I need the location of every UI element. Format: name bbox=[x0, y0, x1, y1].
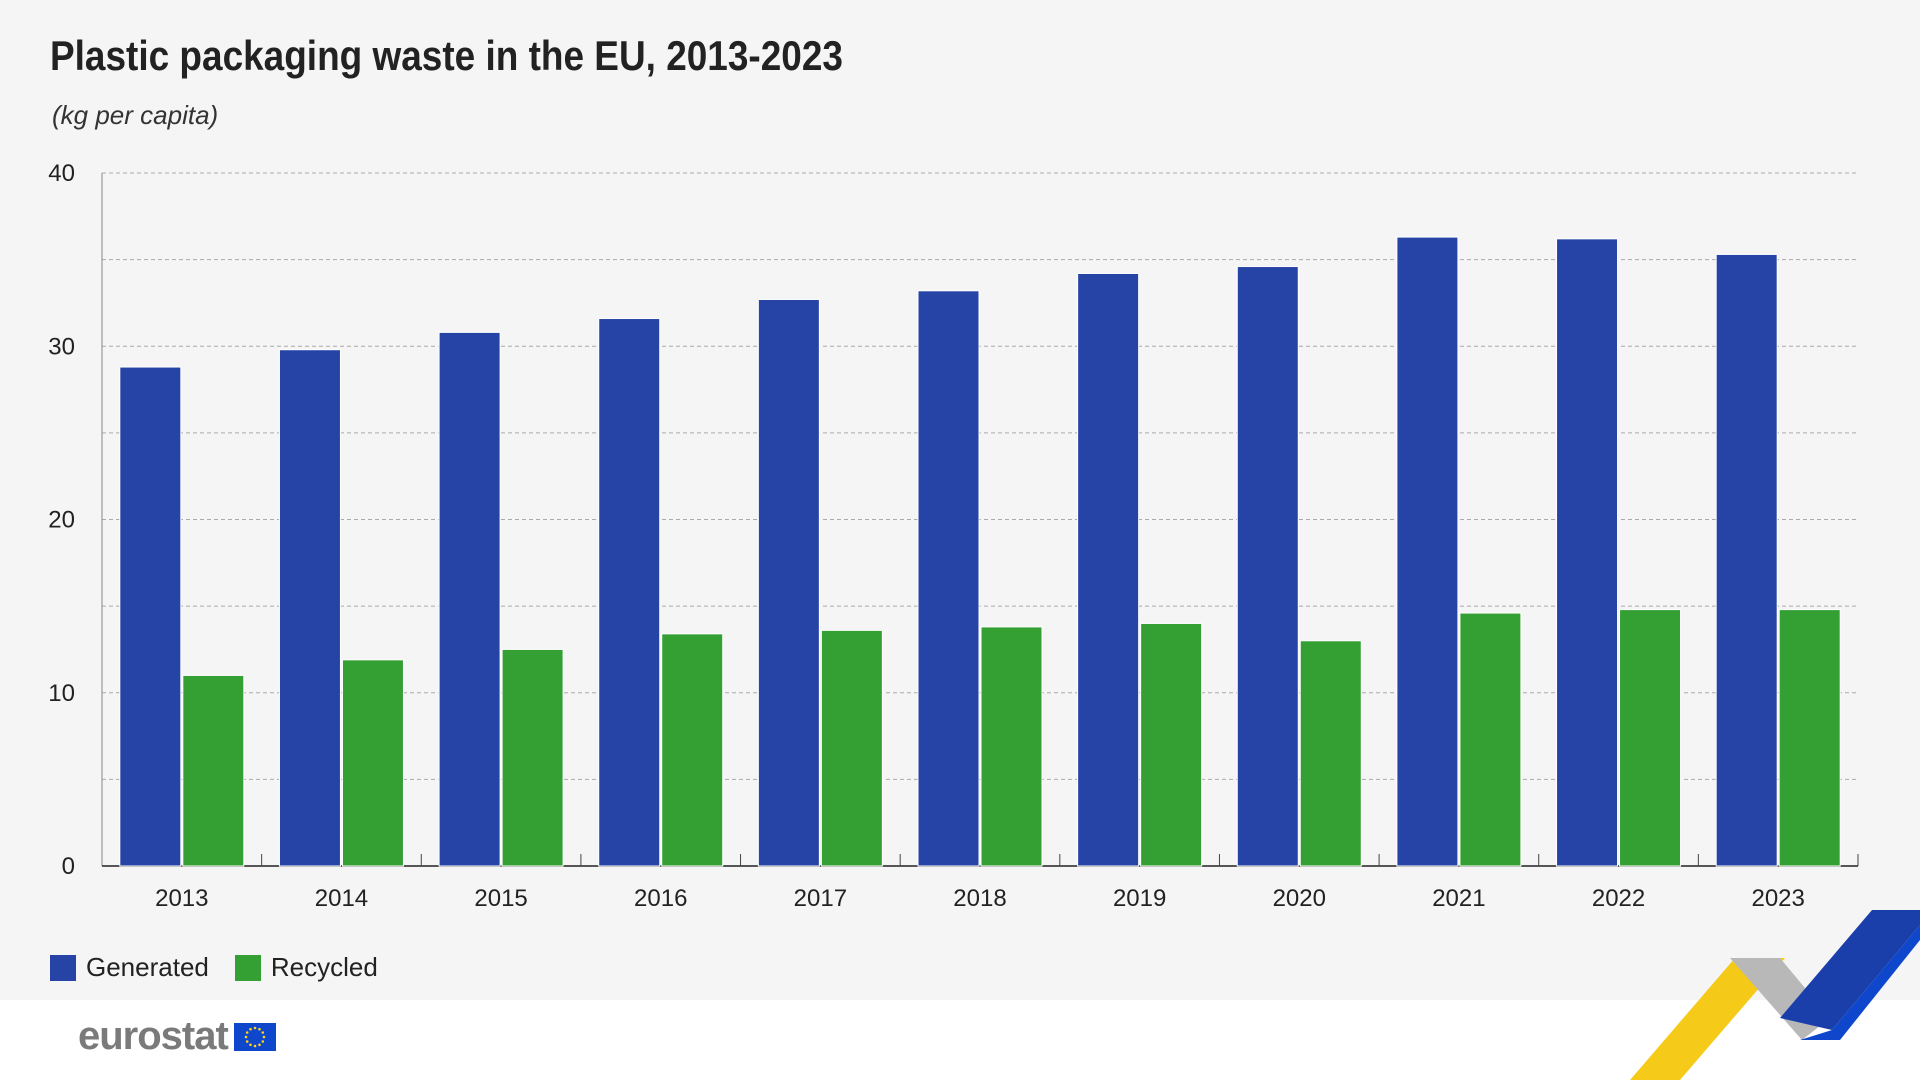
flag-star bbox=[244, 1035, 248, 1038]
bar-chart: 0 10 20 30 40 2013 2014 2015 2016 2017 2018 2019 202… bbox=[48, 160, 1859, 912]
eu-flag-icon bbox=[233, 1022, 276, 1051]
bar-generated-2013 bbox=[119, 366, 182, 867]
flag-star bbox=[245, 1039, 249, 1043]
legend-label: Recycled bbox=[270, 952, 378, 982]
x-tick-label: 2014 bbox=[315, 885, 368, 912]
y-tick-label: 0 bbox=[62, 853, 75, 880]
flag-star bbox=[245, 1030, 249, 1034]
y-tick-label: 40 bbox=[48, 160, 75, 187]
bar-recycled-2019 bbox=[1140, 622, 1203, 867]
bar-recycled-2022 bbox=[1619, 609, 1682, 867]
y-tick-label: 10 bbox=[48, 680, 75, 707]
legend: Generated Recycled bbox=[50, 952, 378, 983]
x-tick-label: 2018 bbox=[953, 885, 1006, 912]
bar-recycled-2018 bbox=[980, 626, 1043, 867]
flag-star bbox=[258, 1042, 261, 1046]
bar-generated-2017 bbox=[757, 298, 820, 867]
legend-label: Generated bbox=[86, 952, 209, 982]
bar-generated-2015 bbox=[438, 331, 501, 867]
legend-item-generated: Generated bbox=[50, 952, 209, 983]
bar-generated-2020 bbox=[1236, 266, 1299, 867]
bar-recycled-2013 bbox=[182, 674, 245, 867]
x-tick-label: 2022 bbox=[1592, 885, 1645, 912]
x-tick-label: 2017 bbox=[794, 885, 847, 912]
x-tick-label: 2020 bbox=[1273, 885, 1326, 912]
flag-star bbox=[253, 1044, 257, 1047]
flag-star bbox=[253, 1026, 257, 1029]
x-tick-label: 2015 bbox=[474, 885, 527, 912]
bar-generated-2022 bbox=[1556, 238, 1619, 867]
bar-generated-2023 bbox=[1715, 253, 1778, 867]
flag-star bbox=[249, 1042, 252, 1046]
bar-generated-2019 bbox=[1077, 272, 1140, 867]
legend-swatch-generated bbox=[50, 954, 76, 981]
chart-title: Plastic packaging waste in the EU, 2013-… bbox=[50, 32, 843, 79]
y-tick-label: 20 bbox=[48, 507, 75, 534]
flag-star bbox=[249, 1027, 252, 1031]
bar-recycled-2023 bbox=[1778, 609, 1841, 867]
bar-recycled-2014 bbox=[341, 659, 404, 867]
decorative-ribbon bbox=[1630, 910, 1920, 1080]
bar-recycled-2016 bbox=[661, 633, 724, 867]
bar-recycled-2015 bbox=[501, 648, 564, 867]
bar-recycled-2021 bbox=[1459, 612, 1522, 867]
bar-recycled-2017 bbox=[820, 629, 883, 867]
bar-generated-2014 bbox=[278, 349, 341, 867]
bar-generated-2021 bbox=[1396, 236, 1459, 867]
x-tick-label: 2023 bbox=[1751, 885, 1804, 912]
eurostat-logo: eurostat bbox=[78, 1014, 276, 1059]
flag-star bbox=[262, 1035, 266, 1038]
bar-recycled-2020 bbox=[1299, 640, 1362, 867]
x-tick-label: 2013 bbox=[155, 885, 208, 912]
x-tick-label: 2019 bbox=[1113, 885, 1166, 912]
bar-generated-2016 bbox=[598, 318, 661, 867]
bar-generated-2018 bbox=[917, 290, 980, 867]
legend-item-recycled: Recycled bbox=[234, 952, 378, 983]
y-tick-label: 30 bbox=[48, 333, 75, 360]
flag-star bbox=[258, 1027, 261, 1031]
x-tick-label: 2021 bbox=[1432, 885, 1485, 912]
flag-star bbox=[261, 1030, 264, 1034]
flag-star bbox=[261, 1039, 264, 1043]
x-tick-label: 2016 bbox=[634, 885, 687, 912]
chart-subtitle: (kg per capita) bbox=[52, 100, 219, 130]
legend-swatch-recycled bbox=[234, 954, 261, 981]
logo-text: eurostat bbox=[78, 1014, 229, 1058]
